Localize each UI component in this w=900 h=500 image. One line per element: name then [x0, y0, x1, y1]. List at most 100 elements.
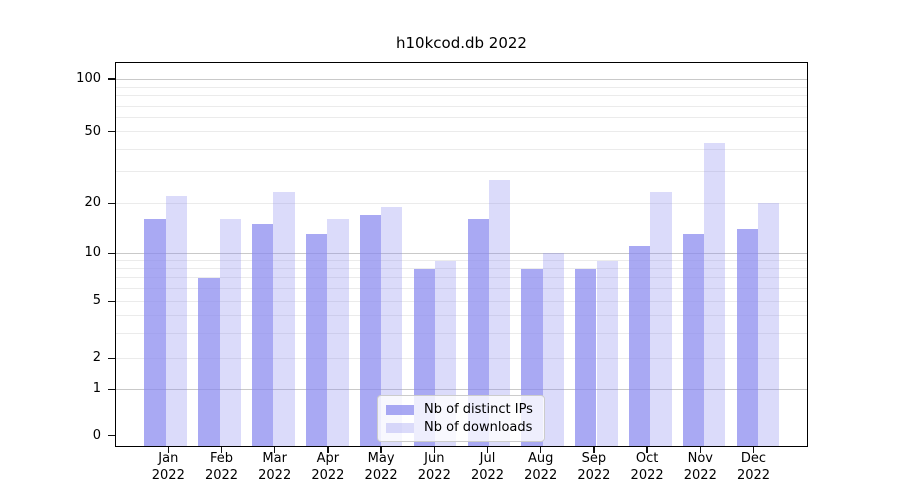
x-axis-tick	[274, 447, 276, 453]
y-axis-tick-label: 20	[84, 195, 101, 211]
x-axis-year-label: 2022	[683, 467, 717, 483]
x-axis-tick-label: Nov 2022	[660, 451, 740, 484]
chart-title: h10kcod.db 2022	[396, 34, 527, 52]
gridline-minor	[115, 300, 808, 302]
x-axis-tick-label: Apr 2022	[288, 451, 368, 484]
y-axis-tick	[108, 78, 115, 80]
legend-row-distinct-ips: Nb of distinct IPs	[386, 402, 536, 417]
x-axis-year-label: 2022	[630, 467, 664, 483]
y-axis-tick	[108, 300, 115, 302]
legend-row-downloads: Nb of downloads	[386, 420, 536, 435]
gridline-minor	[115, 105, 808, 107]
bar-distinct-ips	[305, 234, 328, 447]
bar-downloads	[596, 260, 618, 447]
x-axis-tick	[167, 447, 169, 453]
x-axis-tick	[540, 447, 542, 453]
x-axis-month-label: May	[367, 451, 395, 466]
gridline-minor	[115, 314, 808, 316]
bar-distinct-ips	[198, 277, 220, 447]
gridline-minor	[115, 357, 808, 359]
gridline-minor	[115, 148, 808, 150]
x-axis-year-label: 2022	[311, 467, 345, 483]
x-axis-year-label: 2022	[736, 467, 771, 483]
bar-downloads	[488, 179, 511, 447]
gridline-minor	[115, 131, 808, 133]
gridline-minor	[115, 117, 808, 119]
gridline-minor	[115, 332, 808, 334]
x-axis-tick-label: May 2022	[341, 451, 421, 484]
x-axis-month-label: Jun	[424, 451, 445, 466]
gridline-minor	[115, 202, 808, 204]
x-axis-month-label: Jul	[479, 451, 496, 466]
y-axis-tick-label: 10	[84, 245, 101, 261]
x-axis-month-label: Mar	[262, 451, 287, 466]
x-axis-tick	[593, 447, 595, 453]
x-axis-tick-label: Jul 2022	[448, 451, 528, 484]
x-axis-tick-label: Feb 2022	[182, 451, 262, 484]
x-axis-month-label: Feb	[209, 451, 234, 466]
bar-downloads	[273, 192, 295, 447]
bar-distinct-ips	[467, 219, 489, 447]
x-axis-month-label: Nov	[687, 451, 713, 466]
bar-distinct-ips	[252, 224, 274, 447]
legend-label-distinct-ips: Nb of distinct IPs	[424, 402, 533, 417]
x-axis-year-label: 2022	[204, 467, 239, 483]
x-axis-tick-label: Jan 2022	[128, 451, 208, 484]
x-axis-month-label: Dec	[740, 451, 767, 466]
legend-swatch-downloads	[386, 422, 414, 433]
y-axis-tick-label: 100	[76, 71, 101, 86]
gridline-minor	[115, 86, 808, 88]
x-axis-tick-label: Dec 2022	[714, 451, 794, 484]
gridline-minor	[115, 268, 808, 270]
bar-downloads	[165, 195, 187, 447]
x-axis-month-label: Aug	[527, 451, 554, 466]
x-axis-year-label: 2022	[577, 467, 611, 483]
x-axis-tick	[220, 447, 223, 453]
y-axis-tick	[108, 357, 115, 359]
x-axis-tick-label: Mar 2022	[235, 451, 315, 484]
x-axis-month-label: Jan	[158, 451, 179, 466]
bar-distinct-ips	[359, 215, 382, 447]
bar-downloads	[542, 253, 564, 447]
x-axis-year-label: 2022	[364, 467, 398, 483]
x-axis-tick-label: Jun 2022	[394, 451, 474, 484]
x-axis-year-label: 2022	[524, 467, 558, 483]
y-axis-tick-label: 50	[84, 123, 101, 139]
y-axis-tick-label: 2	[92, 350, 101, 366]
y-axis-tick-label: 0	[92, 427, 101, 443]
gridline-minor	[115, 171, 808, 173]
x-axis-tick-label: Oct 2022	[607, 451, 687, 484]
bar-downloads	[381, 207, 403, 447]
x-axis-tick	[646, 447, 648, 453]
x-axis-month-label: Sep	[581, 451, 607, 466]
x-axis-year-label: 2022	[258, 467, 292, 483]
bar-downloads	[219, 219, 241, 447]
bar-downloads	[327, 219, 349, 447]
plot-area-border	[115, 62, 808, 447]
bar-distinct-ips	[629, 246, 651, 447]
gridline-major	[115, 252, 808, 254]
bar-distinct-ips	[575, 268, 597, 447]
gridline-minor	[115, 95, 808, 97]
x-axis-tick	[327, 447, 329, 453]
y-axis-tick	[108, 252, 115, 254]
bar-distinct-ips	[736, 229, 759, 447]
bar-distinct-ips	[144, 219, 166, 447]
x-axis-year-label: 2022	[151, 467, 185, 483]
bar-downloads	[650, 192, 672, 447]
gridline-minor	[115, 260, 808, 262]
gridline-minor	[115, 277, 808, 279]
x-axis-month-label: Apr	[316, 451, 340, 466]
x-axis-tick	[486, 447, 489, 453]
y-axis-tick	[108, 388, 115, 390]
x-axis-tick-label: Aug 2022	[501, 451, 581, 484]
bar-downloads	[704, 143, 726, 447]
x-axis-tick	[699, 447, 701, 453]
y-axis-tick-label: 1	[92, 381, 101, 397]
y-axis-tick-label: 5	[92, 293, 101, 309]
y-axis-tick	[108, 202, 115, 204]
legend: Nb of distinct IPs Nb of downloads	[377, 395, 545, 442]
x-axis-tick	[752, 447, 755, 453]
x-axis-year-label: 2022	[417, 467, 451, 483]
